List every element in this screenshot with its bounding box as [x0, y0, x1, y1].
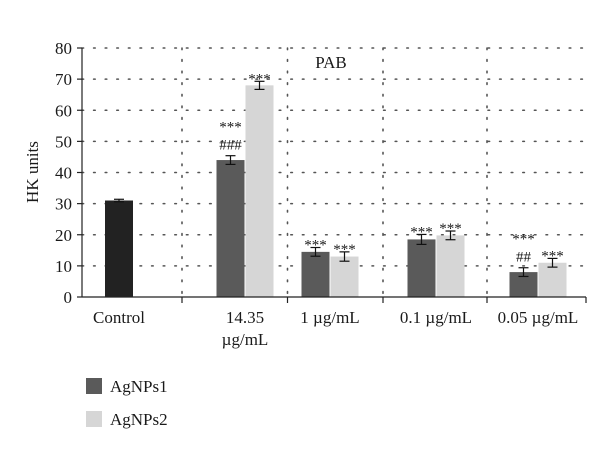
y-tick-label: 0: [64, 288, 73, 307]
axes: 0 10 20 30 40 50 60 70 80 Control 14.35 µg/mL 1 µg/m…: [55, 39, 587, 349]
x-tick-label: 1 µg/mL: [300, 308, 359, 327]
bar-agnps1: [301, 251, 330, 297]
y-tick-label: 70: [55, 70, 72, 89]
significance-marker: ***: [248, 71, 271, 87]
x-tick-label: Control: [93, 308, 145, 327]
y-tick-label: 60: [55, 101, 72, 120]
significance-marker: ***: [410, 224, 433, 240]
bars: ### *** *** *** ## *** *** *** *** ***: [105, 71, 567, 297]
bar-agnps1: [407, 239, 436, 297]
bar-agnps1: [216, 160, 245, 297]
y-tick-label: 80: [55, 39, 72, 58]
significance-marker: ***: [439, 221, 462, 237]
y-tick-label: 30: [55, 195, 72, 214]
legend-swatch: [86, 378, 102, 394]
y-tick-label: 50: [55, 132, 72, 151]
y-axis-label: HK units: [23, 141, 42, 203]
legend-swatch: [86, 411, 102, 427]
bar-agnps2: [330, 256, 359, 297]
legend: AgNPs1 AgNPs2: [86, 377, 168, 429]
y-tick-label: 20: [55, 226, 72, 245]
significance-marker: ***: [541, 248, 564, 264]
significance-marker: ###: [219, 138, 242, 154]
x-tick-label: 14.35: [226, 308, 264, 327]
x-tick-label: 0.05 µg/mL: [498, 308, 579, 327]
bar-control: [105, 200, 133, 297]
y-tick-label: 40: [55, 164, 72, 183]
legend-label: AgNPs2: [110, 410, 168, 429]
x-tick-label: µg/mL: [222, 330, 269, 349]
y-tick-label: 10: [55, 257, 72, 276]
bar-agnps2: [436, 235, 465, 297]
chart-title: PAB: [315, 53, 347, 72]
grid-lines: [81, 47, 587, 298]
significance-marker: ***: [304, 238, 327, 254]
significance-marker: ***: [219, 120, 242, 136]
significance-marker: ##: [516, 250, 532, 266]
x-tick-label: 0.1 µg/mL: [400, 308, 472, 327]
significance-marker: ***: [512, 232, 535, 248]
bar-agnps2: [538, 262, 567, 297]
legend-label: AgNPs1: [110, 377, 168, 396]
bar-agnps2: [245, 85, 274, 297]
significance-marker: ***: [333, 242, 356, 258]
